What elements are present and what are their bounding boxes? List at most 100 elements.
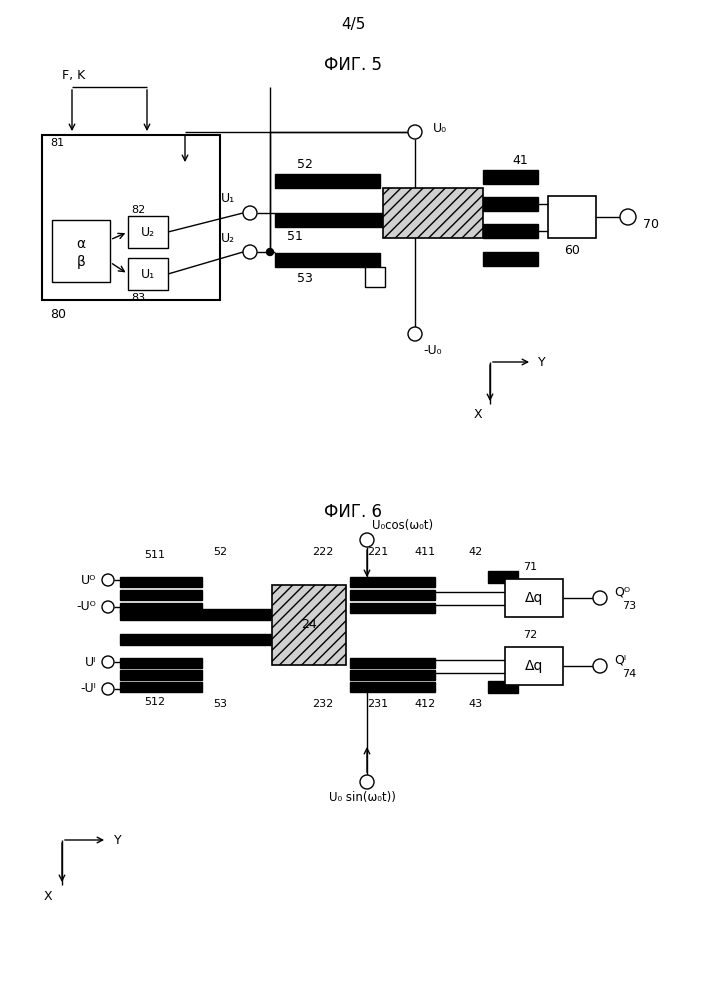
Text: X: X (474, 408, 482, 420)
Text: U₀ sin(ω₀t)): U₀ sin(ω₀t)) (329, 792, 395, 804)
Text: 222: 222 (312, 547, 334, 557)
Text: 80: 80 (50, 308, 66, 320)
Text: 83: 83 (131, 293, 145, 303)
Bar (272, 585, 346, 665)
Bar (120, 634, 338, 645)
Text: 43: 43 (469, 699, 483, 709)
Text: 70: 70 (643, 219, 659, 232)
Text: 74: 74 (622, 669, 636, 679)
Text: Qᴵ: Qᴵ (614, 654, 626, 666)
Bar (128, 216, 168, 248)
Circle shape (102, 601, 114, 613)
Text: 71: 71 (523, 562, 537, 572)
Text: Uᴵ: Uᴵ (85, 656, 96, 668)
Bar (350, 603, 435, 613)
Bar (42, 135, 220, 300)
Circle shape (267, 248, 274, 255)
Circle shape (102, 656, 114, 668)
Text: 82: 82 (131, 205, 145, 215)
Text: 221: 221 (368, 547, 389, 557)
Circle shape (360, 775, 374, 789)
Bar (483, 252, 538, 266)
Bar (505, 579, 563, 617)
Text: 512: 512 (144, 697, 165, 707)
Text: 41: 41 (512, 153, 528, 166)
Bar (120, 670, 202, 680)
Bar (505, 647, 563, 685)
Bar (483, 170, 538, 184)
Text: -Uᴵ: -Uᴵ (80, 682, 96, 696)
Text: 81: 81 (50, 138, 64, 148)
Text: -Uᴼ: -Uᴼ (76, 600, 96, 613)
Text: 53: 53 (213, 699, 227, 709)
Circle shape (102, 574, 114, 586)
Bar (488, 681, 518, 693)
Bar (350, 682, 435, 692)
Text: U₁: U₁ (141, 267, 155, 280)
Text: 53: 53 (297, 272, 313, 286)
Text: Y: Y (115, 834, 122, 846)
Text: Qᴼ: Qᴼ (614, 585, 630, 598)
Text: Uᴼ: Uᴼ (81, 574, 96, 586)
Text: 52: 52 (297, 157, 313, 170)
Text: 42: 42 (469, 547, 483, 557)
Bar (120, 609, 338, 620)
Text: U₂: U₂ (221, 232, 235, 244)
Bar (120, 577, 202, 587)
Text: β: β (76, 255, 86, 269)
Bar (52, 220, 110, 282)
Circle shape (593, 591, 607, 605)
Bar (275, 253, 380, 267)
Text: 52: 52 (213, 547, 227, 557)
Text: 232: 232 (312, 699, 334, 709)
Text: Y: Y (538, 356, 546, 368)
Text: U₁: U₁ (221, 192, 235, 206)
Bar (548, 196, 596, 238)
Text: U₂: U₂ (141, 226, 155, 238)
Bar (483, 224, 538, 238)
Circle shape (243, 245, 257, 259)
Text: ФИГ. 5: ФИГ. 5 (324, 56, 382, 74)
Circle shape (593, 659, 607, 673)
Circle shape (620, 209, 636, 225)
Bar (483, 197, 538, 211)
Text: 411: 411 (414, 547, 436, 557)
Bar (275, 174, 380, 188)
Text: -U₀: -U₀ (423, 344, 441, 357)
Text: 231: 231 (368, 699, 389, 709)
Bar (350, 670, 435, 680)
Text: ФИГ. 6: ФИГ. 6 (324, 503, 382, 521)
Bar (383, 188, 483, 238)
Text: 4/5: 4/5 (341, 17, 366, 32)
Text: 51: 51 (287, 231, 303, 243)
Text: 60: 60 (564, 243, 580, 256)
Bar (488, 571, 518, 583)
Circle shape (360, 533, 374, 547)
Text: Δq: Δq (525, 659, 543, 673)
Bar (120, 658, 202, 668)
Bar (128, 258, 168, 290)
Text: α: α (76, 237, 86, 251)
Bar (350, 658, 435, 668)
Circle shape (243, 206, 257, 220)
Text: 412: 412 (414, 699, 436, 709)
Bar (350, 590, 435, 600)
Bar (120, 603, 202, 613)
Bar (120, 590, 202, 600)
Circle shape (408, 125, 422, 139)
Text: 72: 72 (523, 630, 537, 640)
Circle shape (102, 683, 114, 695)
Text: X: X (44, 890, 52, 902)
Text: Δq: Δq (525, 591, 543, 605)
Text: 24: 24 (301, 618, 317, 632)
Text: 511: 511 (144, 550, 165, 560)
Text: U₀cos(ω₀t): U₀cos(ω₀t) (372, 520, 433, 532)
Text: U₀: U₀ (433, 121, 447, 134)
Bar (350, 577, 435, 587)
Bar (275, 213, 435, 227)
Text: 73: 73 (622, 601, 636, 611)
Bar (365, 267, 385, 287)
Bar (120, 682, 202, 692)
Text: F, K: F, K (62, 68, 86, 82)
Circle shape (408, 327, 422, 341)
